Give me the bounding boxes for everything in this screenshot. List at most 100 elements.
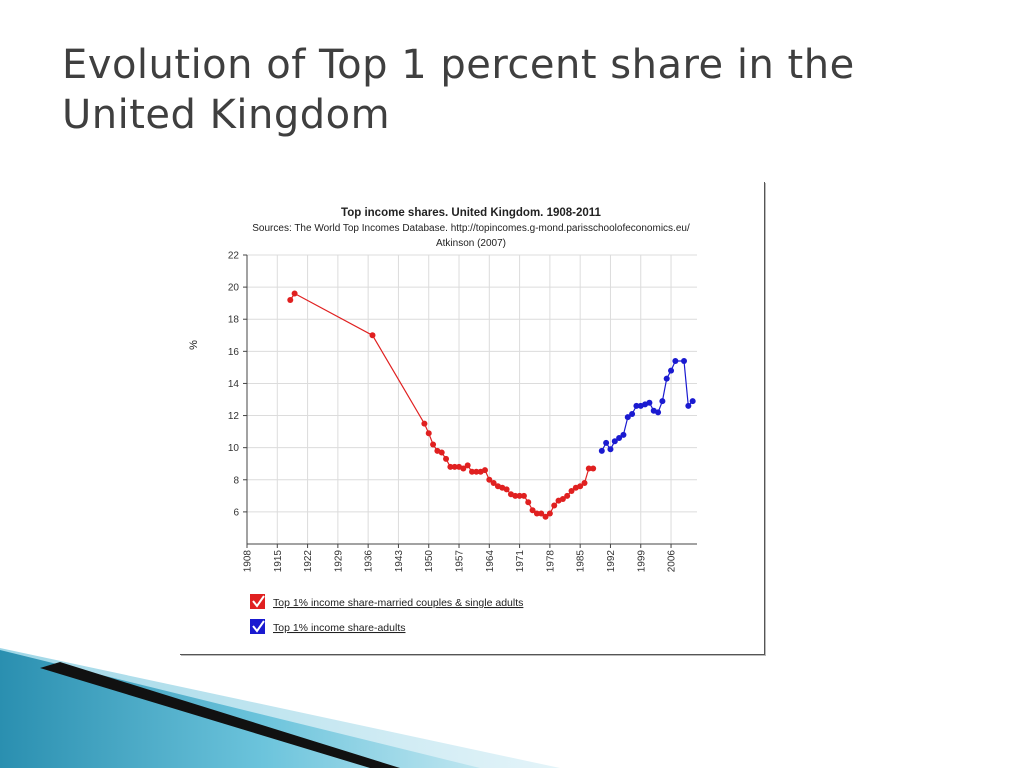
data-point-series-2 <box>616 435 623 442</box>
data-point-series-1 <box>520 492 527 499</box>
data-point-series-1 <box>443 455 450 462</box>
data-point-series-1 <box>481 467 488 474</box>
data-point-series-1 <box>568 488 575 495</box>
decoration-dark-stripe <box>40 662 400 768</box>
data-point-series-1 <box>473 468 480 475</box>
data-point-series-1 <box>503 486 510 493</box>
data-point-series-2 <box>659 398 666 405</box>
data-point-series-1 <box>525 499 532 506</box>
data-point-series-1 <box>291 290 298 297</box>
y-tick-label: 12 <box>228 411 240 422</box>
data-point-series-1 <box>516 492 523 499</box>
legend-swatch-2 <box>250 619 265 634</box>
y-tick-label: 20 <box>228 283 240 294</box>
x-tick-label: 1957 <box>455 550 466 573</box>
data-point-series-2 <box>689 398 696 405</box>
data-point-series-1 <box>529 507 536 514</box>
data-point-series-1 <box>421 420 428 427</box>
x-tick-label: 1929 <box>333 550 344 573</box>
income-share-chart: Top income shares. United Kingdom. 1908-… <box>188 207 697 634</box>
data-point-series-1 <box>447 463 454 470</box>
data-point-series-1 <box>538 510 545 517</box>
y-tick-label: 22 <box>228 251 240 262</box>
x-tick-label: 2006 <box>667 550 678 573</box>
data-point-series-2 <box>672 357 679 364</box>
data-point-series-2 <box>655 409 662 416</box>
y-tick-label: 6 <box>233 507 239 518</box>
x-tick-label: 1992 <box>606 550 617 573</box>
x-tick-label: 1964 <box>485 550 496 573</box>
data-point-series-1 <box>577 483 584 490</box>
x-tick-label: 1908 <box>243 550 254 573</box>
legend: Top 1% income share-married couples & si… <box>250 594 523 634</box>
y-axis-label: % <box>188 340 200 350</box>
x-tick-label: 1915 <box>273 550 284 573</box>
chart-subtitle-line-2: Atkinson (2007) <box>436 238 506 249</box>
data-point-series-1 <box>590 465 597 472</box>
data-point-series-1 <box>438 449 445 456</box>
data-point-series-2 <box>685 402 692 409</box>
y-tick-label: 8 <box>233 475 239 486</box>
chart-title: Top income shares. United Kingdom. 1908-… <box>341 207 601 219</box>
data-point-series-2 <box>633 402 640 409</box>
decoration-pale-band <box>0 648 560 768</box>
data-point-series-1 <box>451 463 458 470</box>
data-point-series-1 <box>542 513 549 520</box>
x-tick-label: 1978 <box>545 550 556 573</box>
data-point-series-1 <box>585 465 592 472</box>
x-tick-label: 1943 <box>394 550 405 573</box>
data-point-series-1 <box>533 510 540 517</box>
series-layer <box>287 290 696 520</box>
grid-lines <box>247 254 697 544</box>
data-point-series-2 <box>681 357 688 364</box>
y-tick-label: 16 <box>228 347 240 358</box>
legend-swatch-1 <box>250 594 265 609</box>
data-point-series-2 <box>611 438 618 445</box>
data-point-series-1 <box>464 462 471 469</box>
data-point-series-2 <box>598 447 605 454</box>
chart-frame: Top income shares. United Kingdom. 1908-… <box>180 182 765 655</box>
x-tick-label: 1971 <box>515 550 526 573</box>
data-point-series-1 <box>287 296 294 303</box>
x-tick-label: 1922 <box>303 550 314 573</box>
data-point-series-2 <box>629 410 636 417</box>
data-point-series-1 <box>486 476 493 483</box>
series-line-1 <box>289 292 594 518</box>
decoration-teal-band <box>0 650 480 768</box>
data-point-series-2 <box>607 446 614 453</box>
slide-title-line-2: United Kingdom <box>62 92 391 138</box>
legend-label-1: Top 1% income share-married couples & si… <box>273 597 523 609</box>
data-point-series-2 <box>668 367 675 374</box>
data-point-series-2 <box>603 439 610 446</box>
y-tick-label: 18 <box>228 315 240 326</box>
legend-label-2: Top 1% income share-adults <box>273 622 406 634</box>
data-point-series-2 <box>663 375 670 382</box>
data-point-series-1 <box>581 479 588 486</box>
data-point-series-1 <box>564 492 571 499</box>
data-point-series-1 <box>512 492 519 499</box>
data-point-series-1 <box>559 496 566 503</box>
y-tick-label: 14 <box>228 379 240 390</box>
x-tick-label: 1950 <box>424 550 435 573</box>
data-point-series-2 <box>620 431 627 438</box>
data-point-series-1 <box>430 441 437 448</box>
data-point-series-1 <box>460 465 467 472</box>
data-point-series-1 <box>469 468 475 475</box>
y-tick-label: 10 <box>228 443 240 454</box>
x-tick-label: 1936 <box>364 550 375 573</box>
x-tick-label: 1999 <box>636 550 647 573</box>
data-point-series-1 <box>425 430 432 437</box>
slide-title: Evolution of Top 1 percent share in the … <box>62 40 962 140</box>
axes: 1908 1915 1922 1929 1936 1943 1950 1957 1964 1971… <box>228 251 697 573</box>
slide-title-line-1: Evolution of Top 1 percent share in the <box>62 42 855 88</box>
data-point-series-1 <box>546 510 553 517</box>
data-point-series-1 <box>551 502 558 509</box>
chart-subtitle-line-1: Sources: The World Top Incomes Database.… <box>252 223 690 234</box>
data-point-series-1 <box>369 332 376 339</box>
data-point-series-2 <box>646 399 653 406</box>
checkmark-icon <box>252 595 265 608</box>
data-point-series-1 <box>490 479 497 486</box>
x-tick-label: 1985 <box>576 550 587 573</box>
data-point-series-2 <box>624 414 631 421</box>
checkmark-icon <box>252 620 265 633</box>
